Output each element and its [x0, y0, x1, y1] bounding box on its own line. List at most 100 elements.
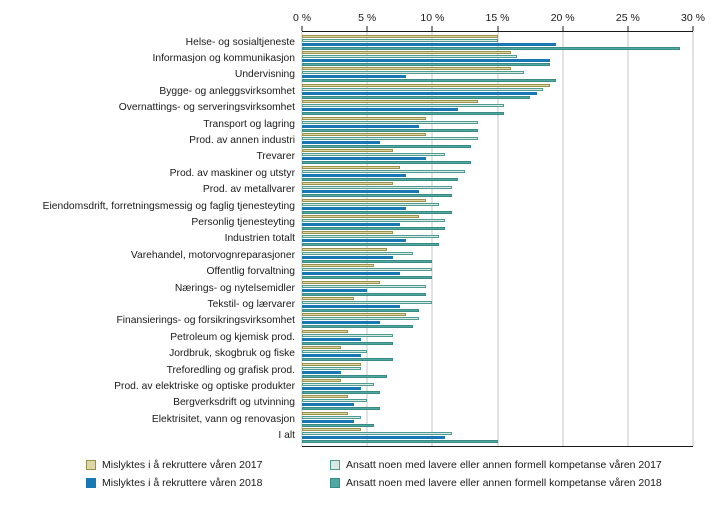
legend-label: Mislyktes i å rekruttere våren 2018 — [102, 476, 263, 489]
gridline — [692, 32, 694, 446]
bar — [302, 304, 400, 308]
bar — [302, 55, 518, 59]
bar — [302, 235, 439, 239]
category-row: Undervisning — [0, 67, 719, 83]
bar — [302, 161, 472, 165]
bar — [302, 46, 680, 50]
gridline — [366, 32, 368, 446]
category-label: Varehandel, motorvognreparasjoner — [130, 249, 295, 261]
bar-group — [302, 329, 693, 345]
bar — [302, 378, 342, 382]
gridline — [431, 32, 433, 446]
category-label: I alt — [278, 430, 295, 442]
bar — [302, 128, 478, 132]
bar-group — [302, 280, 693, 296]
bar — [302, 288, 368, 292]
bar — [302, 95, 531, 99]
bar — [302, 182, 394, 186]
bar — [302, 190, 420, 194]
bar-group — [302, 182, 693, 198]
bar — [302, 313, 407, 317]
category-label: Bygge- og anleggsvirksomhet — [159, 85, 295, 97]
legend-item: Ansatt noen med lavere eller annen forme… — [330, 459, 709, 471]
bar — [302, 124, 420, 128]
category-label: Nærings- og nytelsemidler — [174, 282, 295, 294]
bar — [302, 440, 498, 444]
bar — [302, 218, 446, 222]
bar — [302, 423, 374, 427]
bar — [302, 411, 348, 415]
category-row: Eiendomsdrift, forretningsmessig og fagl… — [0, 198, 719, 214]
bar — [302, 346, 342, 350]
bar-group — [302, 313, 693, 329]
bar-group — [302, 214, 693, 230]
category-row: Bygge- og anleggsvirksomhet — [0, 83, 719, 99]
category-row: Overnattings- og serveringsvirksomhet — [0, 100, 719, 116]
category-label: Trevarer — [256, 151, 295, 163]
bar — [302, 264, 374, 268]
bar — [302, 79, 557, 83]
bar — [302, 51, 511, 55]
bar-group — [302, 198, 693, 214]
category-row: Elektrisitet, vann og renovasjon — [0, 411, 719, 427]
category-row: Petroleum og kjemisk prod. — [0, 329, 719, 345]
bar — [302, 428, 361, 432]
bar — [302, 104, 505, 108]
legend-swatch — [86, 459, 96, 470]
bar — [302, 141, 381, 145]
bar — [302, 386, 361, 390]
legend-swatch — [86, 477, 96, 488]
axis-tick-label: 30 % — [681, 12, 705, 24]
bar — [302, 432, 452, 436]
bar-group — [302, 427, 693, 444]
x-axis: 0 % 5 % 10 % 15 % 20 % 25 % 30 % — [293, 9, 705, 31]
bar — [302, 116, 426, 120]
bar — [302, 251, 413, 255]
bar — [302, 268, 433, 272]
bar — [302, 42, 557, 46]
bar — [302, 120, 478, 124]
grid — [301, 31, 694, 447]
bar — [302, 112, 505, 116]
category-row: Prod. av annen industri — [0, 132, 719, 149]
bar — [302, 34, 498, 38]
category-label: Elektrisitet, vann og renovasjon — [151, 413, 295, 425]
category-label: Informasjon og kommunikasjon — [152, 53, 295, 65]
bar — [302, 284, 426, 288]
bar — [302, 153, 446, 157]
bar — [302, 71, 524, 75]
legend-swatch — [330, 459, 340, 470]
bar — [302, 222, 400, 226]
axis-tick-label: 0 % — [292, 12, 312, 24]
bar — [302, 292, 426, 296]
legend-item: Ansatt noen med lavere eller annen forme… — [330, 477, 709, 489]
category-row: Treforedling og grafisk prod. — [0, 362, 719, 378]
bar — [302, 374, 387, 378]
category-label: Treforedling og grafisk prod. — [166, 364, 295, 376]
bar — [302, 133, 426, 137]
rows: Helse- og sosialtjeneste Informasjon og k… — [0, 31, 719, 447]
category-row: Nærings- og nytelsemidler — [0, 280, 719, 296]
bar-group — [302, 67, 693, 83]
bar — [302, 436, 446, 440]
legend-label: Ansatt noen med lavere eller annen forme… — [346, 458, 662, 471]
axis-tick — [692, 26, 694, 31]
bar — [302, 276, 433, 280]
bar — [302, 194, 452, 198]
bar — [302, 399, 368, 403]
legend-item: Mislyktes i å rekruttere våren 2017 — [86, 459, 330, 471]
bar — [302, 38, 498, 42]
category-label: Undervisning — [234, 69, 295, 81]
bar — [302, 337, 361, 341]
bar — [302, 91, 537, 95]
category-label: Prod. av metallvarer — [202, 184, 295, 196]
category-label: Prod. av elektriske og optiske produkter — [114, 380, 295, 392]
category-row: I alt — [0, 427, 719, 444]
legend: Mislyktes i å rekruttere våren 2017 Ansat… — [86, 459, 709, 489]
bar-group — [302, 34, 693, 50]
bar-group — [302, 149, 693, 165]
bar — [302, 59, 550, 63]
category-row: Jordbruk, skogbruk og fiske — [0, 345, 719, 362]
category-row: Prod. av metallvarer — [0, 182, 719, 198]
bar — [302, 317, 420, 321]
